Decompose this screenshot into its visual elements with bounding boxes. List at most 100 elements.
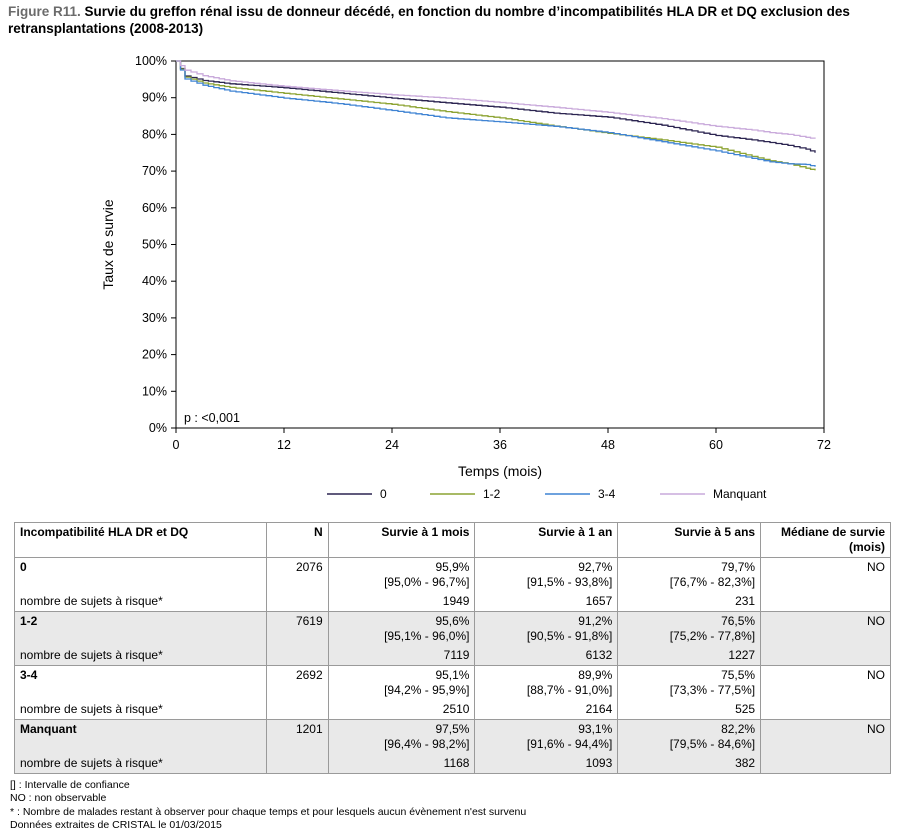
survie-5-ans-value: 82,2% xyxy=(721,722,756,736)
survie-5-ans-ci: [75,2% - 77,8%] xyxy=(669,629,756,643)
survie-1-mois-cell: 95,1% [94,2% - 95,9%] xyxy=(327,665,476,700)
y-tick-label: 80% xyxy=(142,127,167,141)
risk-empty xyxy=(760,646,891,666)
survie-5-ans-value: 75,5% xyxy=(721,668,756,682)
risk-1-mois: 2510 xyxy=(327,700,476,720)
risk-1-an: 2164 xyxy=(474,700,619,720)
footnote-risk: * : Nombre de malades restant à observer… xyxy=(10,805,527,818)
risk-1-an: 1657 xyxy=(474,592,619,612)
risk-empty xyxy=(760,700,891,720)
figure-label: Figure R11. xyxy=(8,4,81,19)
risk-1-mois: 1168 xyxy=(327,754,476,774)
group-n: 2076 xyxy=(265,557,329,592)
x-tick-label: 12 xyxy=(277,438,291,452)
footnote-no: NO : non observable xyxy=(10,792,107,805)
survie-1-mois-ci: [95,1% - 96,0%] xyxy=(384,629,470,643)
survie-1-an-ci: [88,7% - 91,0%] xyxy=(526,683,613,697)
survie-1-an-ci: [91,5% - 93,8%] xyxy=(526,575,613,589)
table-row-risk-3-4: nombre de sujets à risque* 2510 2164 525 xyxy=(14,700,891,720)
survie-5-ans-ci: [79,5% - 84,6%] xyxy=(669,737,756,751)
risk-label: nombre de sujets à risque* xyxy=(14,700,267,720)
survie-1-an-value: 92,7% xyxy=(578,560,613,574)
group-name: 3-4 xyxy=(14,665,267,700)
y-tick-label: 0% xyxy=(149,421,167,435)
legend-label-1-2: 1-2 xyxy=(483,487,501,501)
plot-frame xyxy=(175,60,825,429)
risk-5-ans: 525 xyxy=(617,700,762,720)
survie-1-mois-cell: 95,6% [95,1% - 96,0%] xyxy=(327,611,476,646)
risk-empty xyxy=(760,592,891,612)
x-tick-label: 48 xyxy=(601,438,615,452)
header-survie-1-an: Survie à 1 an xyxy=(474,522,619,558)
survie-1-an-value: 89,9% xyxy=(578,668,613,682)
survie-1-mois-cell: 97,5% [96,4% - 98,2%] xyxy=(327,719,476,754)
table-row-risk-1-2: nombre de sujets à risque* 7119 6132 122… xyxy=(14,646,891,666)
x-tick-label: 36 xyxy=(493,438,507,452)
y-tick-label: 10% xyxy=(142,384,167,398)
risk-1-an: 6132 xyxy=(474,646,619,666)
x-tick-label: 0 xyxy=(173,438,180,452)
group-name: Manquant xyxy=(14,719,267,754)
survival-chart: 0% 10% 20% 30% 40% 50% 60% 70% 80% 90% 100% 0 12 24 36… xyxy=(100,54,831,501)
risk-5-ans: 382 xyxy=(617,754,762,774)
survie-1-an-ci: [91,6% - 94,4%] xyxy=(526,737,613,751)
survie-5-ans-cell: 79,7% [76,7% - 82,3%] xyxy=(617,557,762,592)
header-survie-1-mois: Survie à 1 mois xyxy=(327,522,476,558)
header-survie-5-ans: Survie à 5 ans xyxy=(617,522,762,558)
group-name: 0 xyxy=(14,557,267,592)
footnote-source: Données extraites de CRISTAL le 01/03/20… xyxy=(10,818,222,831)
x-axis-label: Temps (mois) xyxy=(458,463,542,479)
table-header-row: Incompatibilité HLA DR et DQ N Survie à … xyxy=(14,522,891,558)
risk-label: nombre de sujets à risque* xyxy=(14,754,267,774)
y-tick-label: 50% xyxy=(142,238,167,252)
risk-empty xyxy=(265,646,329,666)
group-name: 1-2 xyxy=(14,611,267,646)
y-tick-label: 40% xyxy=(142,274,167,288)
table-row-group-3-4: 3-4 2692 95,1% [94,2% - 95,9%] 89,9% [88,7… xyxy=(14,665,891,700)
survie-1-mois-ci: [95,0% - 96,7%] xyxy=(384,575,470,589)
table-row-risk-manquant: nombre de sujets à risque* 1168 1093 382 xyxy=(14,754,891,774)
survie-1-an-value: 93,1% xyxy=(578,722,613,736)
survie-1-mois-cell: 95,9% [95,0% - 96,7%] xyxy=(327,557,476,592)
figure-title-text: Survie du greffon rénal issu de donneur … xyxy=(8,4,850,36)
survie-1-an-value: 91,2% xyxy=(578,614,613,628)
p-value-annotation: p : <0,001 xyxy=(184,411,240,425)
header-n: N xyxy=(265,522,329,558)
risk-1-an: 1093 xyxy=(474,754,619,774)
risk-1-mois: 1949 xyxy=(327,592,476,612)
survie-5-ans-cell: 82,2% [79,5% - 84,6%] xyxy=(617,719,762,754)
series-line-0 xyxy=(176,60,816,153)
survie-5-ans-ci: [73,3% - 77,5%] xyxy=(669,683,756,697)
figure-title: Figure R11. Survie du greffon rénal issu… xyxy=(8,3,898,37)
survie-5-ans-value: 79,7% xyxy=(721,560,756,574)
series-line-manquant xyxy=(176,60,816,139)
survie-1-an-cell: 92,7% [91,5% - 93,8%] xyxy=(474,557,619,592)
survie-1-mois-value: 95,6% xyxy=(435,614,470,628)
risk-empty xyxy=(265,700,329,720)
survie-1-an-cell: 93,1% [91,6% - 94,4%] xyxy=(474,719,619,754)
table-row-group-manquant: Manquant 1201 97,5% [96,4% - 98,2%] 93,1%… xyxy=(14,719,891,754)
survie-1-mois-value: 97,5% xyxy=(435,722,470,736)
risk-label: nombre de sujets à risque* xyxy=(14,646,267,666)
median-value: NO xyxy=(760,557,891,592)
group-n: 1201 xyxy=(265,719,329,754)
y-axis-label: Taux de survie xyxy=(100,199,116,289)
survie-5-ans-cell: 75,5% [73,3% - 77,5%] xyxy=(617,665,762,700)
survie-1-mois-ci: [96,4% - 98,2%] xyxy=(384,737,470,751)
header-incompat: Incompatibilité HLA DR et DQ xyxy=(14,522,267,558)
survival-table: Incompatibilité HLA DR et DQ N Survie à … xyxy=(14,522,891,774)
group-n: 2692 xyxy=(265,665,329,700)
median-value: NO xyxy=(760,719,891,754)
table-row-group-0: 0 2076 95,9% [95,0% - 96,7%] 92,7% [91,5% … xyxy=(14,557,891,592)
table-row-risk-0: nombre de sujets à risque* 1949 1657 231 xyxy=(14,592,891,612)
risk-1-mois: 7119 xyxy=(327,646,476,666)
risk-label: nombre de sujets à risque* xyxy=(14,592,267,612)
footnote-ci: [] : Intervalle de confiance xyxy=(10,779,130,791)
y-tick-label: 20% xyxy=(142,348,167,362)
risk-empty xyxy=(265,592,329,612)
y-tick-label: 70% xyxy=(142,164,167,178)
x-tick-label: 72 xyxy=(817,438,831,452)
footnotes: [] : Intervalle de confiance NO : non ob… xyxy=(10,779,526,832)
y-tick-label: 100% xyxy=(135,54,167,68)
group-n: 7619 xyxy=(265,611,329,646)
